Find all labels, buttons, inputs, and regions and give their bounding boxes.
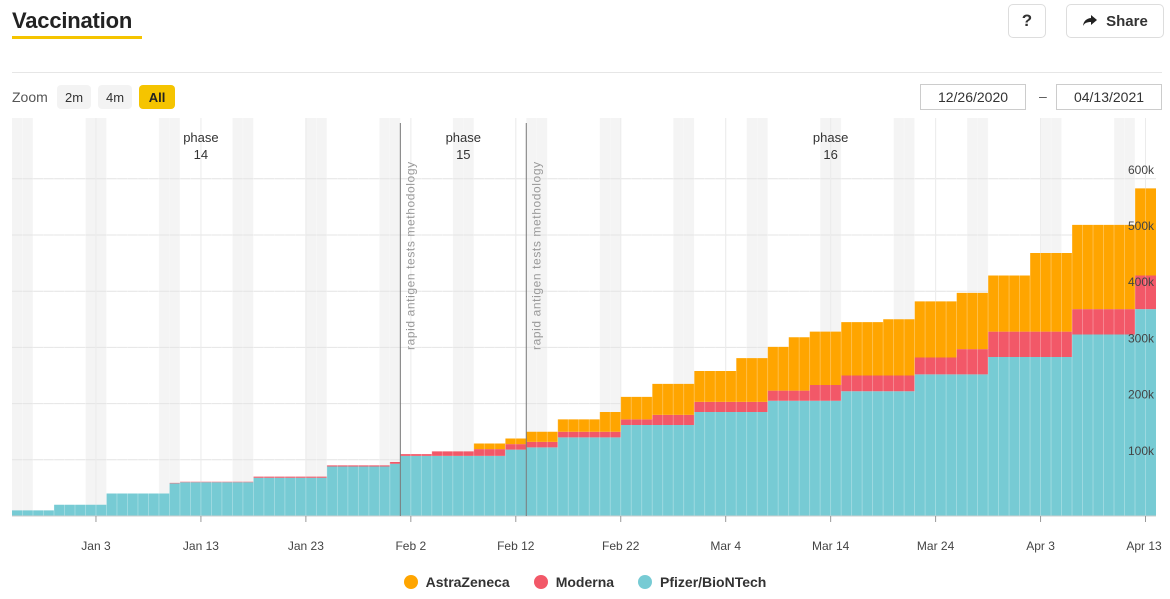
header-divider [12, 72, 1162, 73]
weekend-band [452, 118, 474, 516]
x-tick-label: Jan 23 [288, 539, 324, 553]
x-tick-label: Mar 4 [710, 539, 741, 553]
zoom-label: Zoom [12, 89, 48, 105]
x-tick-label: Feb 12 [497, 539, 535, 553]
date-separator: – [1039, 88, 1047, 104]
help-button[interactable]: ? [1008, 4, 1046, 38]
phase-number: 15 [456, 147, 470, 162]
share-label: Share [1106, 12, 1148, 30]
legend-label-astrazeneca: AstraZeneca [425, 574, 510, 590]
legend-item-pfizer[interactable]: Pfizer/BioNTech [638, 574, 766, 590]
legend-dot-moderna [533, 575, 548, 589]
legend-label-pfizer: Pfizer/BioNTech [660, 574, 767, 590]
series-pfizer [12, 309, 1156, 516]
marker-label: rapid antigen tests methodology [529, 161, 543, 350]
legend-item-astrazeneca[interactable]: AstraZeneca [403, 574, 510, 590]
y-tick-label: 200k [1128, 388, 1155, 402]
x-tick-label: Jan 3 [81, 539, 111, 553]
chart-legend: AstraZeneca Moderna Pfizer/BioNTech [0, 574, 1170, 590]
y-tick-label: 600k [1128, 163, 1155, 177]
y-tick-label: 400k [1128, 275, 1155, 289]
phase-label: phase [446, 130, 481, 145]
legend-dot-astrazeneca [403, 575, 418, 589]
zoom-all-button[interactable]: All [139, 85, 175, 109]
x-tick-label: Feb 2 [395, 539, 426, 553]
legend-dot-pfizer [638, 575, 653, 589]
zoom-4m-button[interactable]: 4m [98, 85, 132, 109]
y-tick-label: 100k [1128, 444, 1155, 458]
x-tick-label: Apr 3 [1026, 539, 1055, 553]
phase-label: phase [183, 130, 218, 145]
x-tick-label: Feb 22 [602, 539, 640, 553]
x-tick-label: Mar 14 [812, 539, 850, 553]
weekend-band [232, 118, 254, 516]
phase-number: 16 [823, 147, 837, 162]
y-tick-label: 300k [1128, 331, 1155, 345]
x-tick-label: Mar 24 [917, 539, 955, 553]
marker-label: rapid antigen tests methodology [403, 161, 417, 350]
weekend-band [158, 118, 180, 516]
weekend-band [12, 118, 33, 516]
x-tick-label: Apr 13 [1126, 539, 1162, 553]
weekend-band [379, 118, 401, 516]
legend-item-moderna[interactable]: Moderna [533, 574, 615, 590]
phase-number: 14 [194, 147, 208, 162]
weekend-band [526, 118, 548, 516]
zoom-2m-button[interactable]: 2m [57, 85, 91, 109]
share-arrow-icon [1083, 15, 1098, 26]
vaccination-chart: rapid antigen tests methodology rapid ant… [12, 118, 1162, 553]
page-title: Vaccination [12, 8, 133, 33]
x-tick-label: Jan 13 [183, 539, 219, 553]
date-from-input[interactable]: 12/26/2020 [920, 84, 1026, 110]
share-button[interactable]: Share [1066, 4, 1164, 38]
phase-label: phase [813, 130, 848, 145]
weekend-band [305, 118, 327, 516]
title-underline [12, 36, 142, 39]
y-tick-label: 500k [1128, 219, 1155, 233]
legend-label-moderna: Moderna [555, 574, 615, 590]
date-to-input[interactable]: 04/13/2021 [1056, 84, 1162, 110]
series-astrazeneca [12, 188, 1156, 511]
